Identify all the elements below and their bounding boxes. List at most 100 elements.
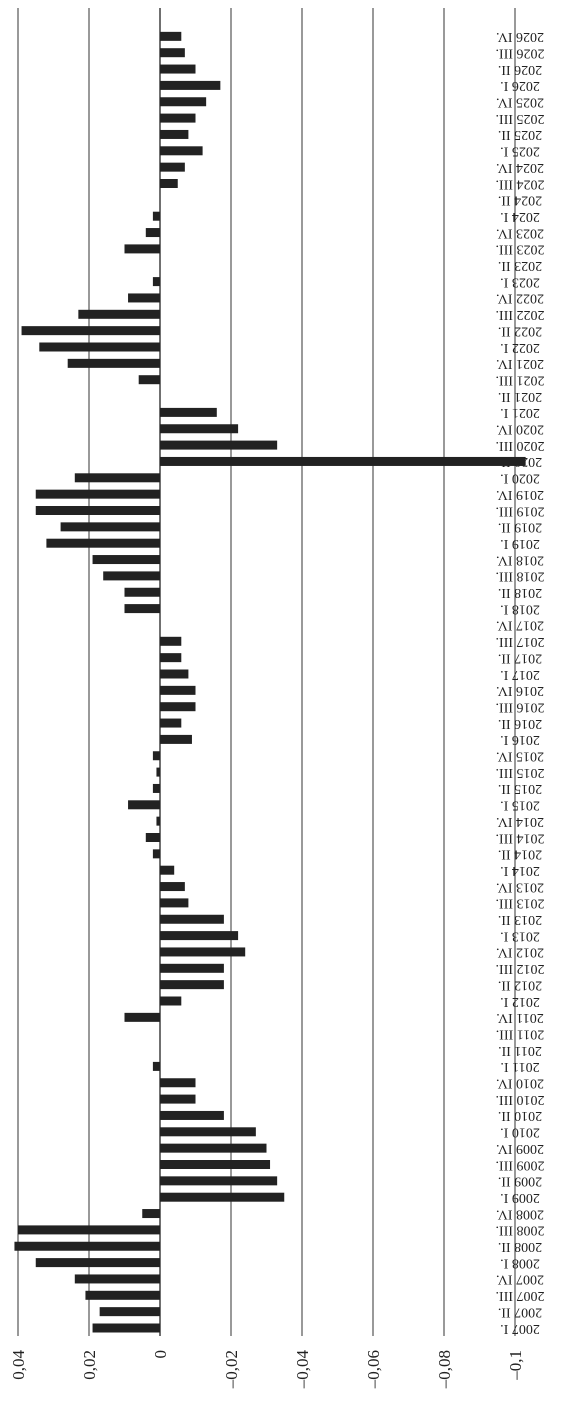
category-label: 2008 II.: [498, 1239, 542, 1254]
category-label: 2013 IV.: [496, 879, 544, 894]
bar: [160, 1110, 224, 1120]
bar: [160, 179, 178, 188]
category-label: 2010 I.: [500, 1125, 540, 1140]
category-label: 2013 III.: [496, 896, 545, 911]
bar: [160, 1143, 267, 1153]
bar: [160, 718, 182, 728]
bar: [160, 653, 182, 663]
bar: [160, 685, 196, 695]
category-label: 2023 II.: [498, 258, 542, 273]
bars: [14, 31, 526, 1333]
category-label: 2014 I.: [500, 863, 540, 878]
bar: [124, 244, 160, 254]
category-label: 2021 II.: [498, 389, 542, 404]
category-label: 2020 IV.: [496, 422, 544, 437]
bar: [160, 669, 189, 679]
bar: [160, 1176, 278, 1186]
value-tick-label: 0,04: [9, 1350, 28, 1380]
category-label: 2009 III.: [496, 1157, 545, 1172]
bar: [142, 1209, 160, 1219]
category-label: 2025 II.: [498, 127, 542, 142]
category-label: 2018 I.: [500, 601, 540, 616]
category-label: 2026 III.: [496, 45, 545, 60]
value-tick-label: –0,04: [293, 1350, 312, 1390]
bar: [160, 882, 185, 892]
category-label: 2011 I.: [500, 1059, 539, 1074]
bar: [14, 1241, 161, 1251]
category-label: 2025 IV.: [496, 95, 544, 110]
category-label: 2022 III.: [496, 307, 545, 322]
category-label: 2025 I.: [500, 144, 540, 159]
category-label: 2018 III.: [496, 569, 545, 584]
bar: [35, 489, 160, 499]
category-label: 2020 I.: [500, 471, 540, 486]
category-label: 2011 II.: [498, 1043, 542, 1058]
category-label: 2019 I.: [500, 536, 540, 551]
value-tick-label: 0,02: [80, 1350, 99, 1380]
bar: [152, 849, 160, 859]
category-label: 2015 III.: [496, 765, 545, 780]
bar: [124, 587, 160, 597]
category-label: 2026 I.: [500, 78, 540, 93]
bar: [78, 309, 160, 319]
category-label: 2024 IV.: [496, 160, 544, 175]
bar: [160, 162, 185, 172]
category-label: 2022 II.: [498, 323, 542, 338]
bar: [160, 1094, 196, 1104]
bar: [103, 571, 160, 581]
category-label: 2007 IV.: [496, 1272, 544, 1287]
category-label: 2012 I.: [500, 994, 540, 1009]
bar: [39, 342, 160, 352]
category-label: 2017 III.: [496, 634, 545, 649]
category-label: 2016 II.: [498, 716, 542, 731]
bar: [152, 211, 160, 221]
category-label: 2024 III.: [496, 176, 545, 191]
category-label: 2007 III.: [496, 1288, 545, 1303]
category-labels: 2007 I.2007 II.2007 III.2007 IV.2008 I.2…: [496, 29, 545, 1336]
category-label: 2015 IV.: [496, 749, 544, 764]
bar: [67, 358, 160, 368]
category-label: 2012 II.: [498, 977, 542, 992]
bar: [160, 48, 185, 58]
bar: [160, 113, 196, 123]
bar: [152, 783, 160, 793]
bar: [160, 424, 239, 434]
category-label: 2007 II.: [498, 1304, 542, 1319]
bar: [18, 1225, 160, 1235]
category-label: 2020 II.: [498, 454, 542, 469]
bar: [156, 816, 160, 826]
bar: [160, 947, 246, 957]
category-label: 2007 I.: [500, 1321, 540, 1336]
category-label: 2015 I.: [500, 798, 540, 813]
bar: [160, 97, 207, 107]
category-label: 2019 III.: [496, 503, 545, 518]
category-label: 2010 II.: [498, 1108, 542, 1123]
bar: [85, 1290, 160, 1300]
bar: [160, 456, 526, 466]
bar: [160, 898, 189, 908]
bar: [92, 1323, 160, 1333]
category-label: 2022 I.: [500, 340, 540, 355]
category-label: 2021 I.: [500, 405, 540, 420]
bar: [152, 1061, 160, 1071]
bar: [145, 833, 160, 842]
category-label: 2019 II.: [498, 520, 542, 535]
bar: [160, 865, 175, 875]
bar: [46, 538, 160, 548]
bar: [156, 767, 160, 777]
bar: [74, 1274, 160, 1284]
category-label: 2014 IV.: [496, 814, 544, 829]
category-label: 2009 II.: [498, 1174, 542, 1189]
bar: [92, 555, 160, 565]
bar: [160, 1192, 285, 1202]
category-label: 2016 III.: [496, 699, 545, 714]
category-label: 2018 IV.: [496, 552, 544, 567]
bar: [160, 146, 203, 156]
bar: [145, 228, 160, 238]
bar: [124, 604, 160, 614]
category-label: 2010 IV.: [496, 1076, 544, 1091]
category-label: 2012 III.: [496, 961, 545, 976]
category-label: 2022 IV.: [496, 291, 544, 306]
category-label: 2020 III.: [496, 438, 545, 453]
value-axis-ticks: 0,04 0,02 0 –0,02 –0,04 –0,06 –0,08 –0,1: [9, 1350, 525, 1390]
